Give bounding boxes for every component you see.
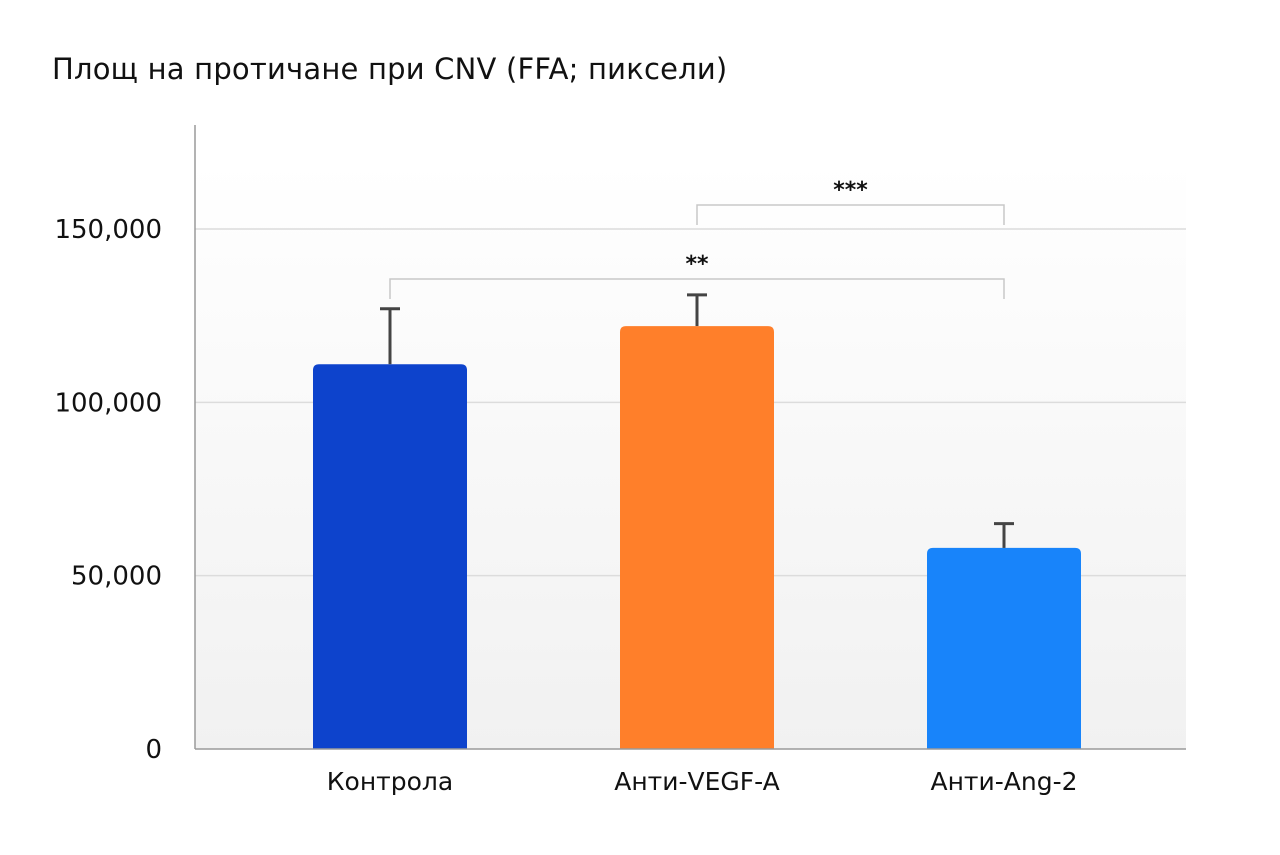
x-tick-label-1: Контрола <box>327 767 453 796</box>
bar-3 <box>927 547 1081 749</box>
y-tick-label: 0 <box>145 735 162 765</box>
significance-brackets: ***** <box>389 178 1005 299</box>
significance-bracket-2 <box>696 204 1005 225</box>
significance-label-2: *** <box>833 178 868 203</box>
y-tick-label: 100,000 <box>54 388 162 418</box>
error-bars <box>380 293 1014 548</box>
bars <box>313 326 1081 749</box>
y-tick-label: 50,000 <box>71 562 162 592</box>
y-tick-label: 150,000 <box>54 215 162 245</box>
significance-bracket-1 <box>389 278 1005 299</box>
axes <box>194 125 1186 750</box>
bar-2 <box>620 326 774 749</box>
x-tick-labels: Контрола Анти-VEGF-A Анти-Ang-2 <box>327 767 1078 796</box>
chart-title: Площ на протичане при CNV (FFA; пиксели) <box>52 52 728 86</box>
x-tick-label-3: Анти-Ang-2 <box>930 767 1077 796</box>
bar-1 <box>313 364 467 749</box>
x-tick-label-2: Анти-VEGF-A <box>614 767 780 796</box>
significance-label-1: ** <box>685 252 709 277</box>
y-tick-labels: 0 50,000 100,000 150,000 <box>54 215 162 765</box>
